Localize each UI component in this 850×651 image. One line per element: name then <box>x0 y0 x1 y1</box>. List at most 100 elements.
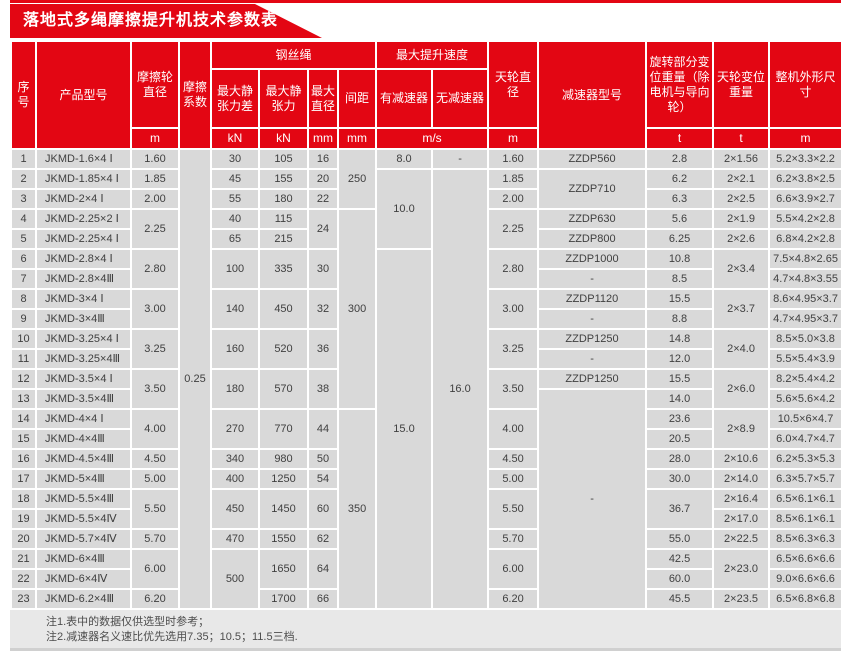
cell-seq: 2 <box>10 168 37 190</box>
table-cell: 62 <box>307 528 339 550</box>
cell-model: JKMD-6×4Ⅲ <box>35 548 132 570</box>
table-cell: 2×23.0 <box>712 548 771 590</box>
table-cell: 160 <box>210 328 260 370</box>
table-row: 13 JKMD-3.5×4Ⅲ -14.0 5.6×5.6×4.2 <box>10 388 844 610</box>
top-accent-line <box>10 0 841 3</box>
header-row-subcolumns: 最大静张力差 最大静张力 最大直径 间距 有减速器 无减速器 <box>11 68 842 129</box>
table-cell: 0.25 <box>178 148 212 610</box>
table-cell: 2×2.6 <box>712 228 771 250</box>
cell-model: JKMD-2.8×4 Ⅰ <box>35 248 132 270</box>
table-cell: 500 <box>210 548 260 610</box>
table-cell: 8.6×4.95×3.7 <box>768 288 844 310</box>
table-cell: 520 <box>258 328 309 370</box>
col-header-max-static-tension: 最大静张力 <box>258 68 309 129</box>
table-cell: 470 <box>210 528 260 550</box>
table-row: 17 JKMD-5×4Ⅲ 5.00 400 1250 54 5.00 30.0 2×14.0 6.… <box>10 468 844 490</box>
table-cell: 4.00 <box>130 408 180 450</box>
table-cell: 60.0 <box>645 568 715 590</box>
cell-model: JKMD-1.85×4 Ⅰ <box>35 168 132 190</box>
table-cell: 60 <box>307 488 339 530</box>
cell-seq: 9 <box>10 308 37 330</box>
table-row: 18 JKMD-5.5×4Ⅲ 5.50 450 1450 60 5.50 36.7 2×16.4… <box>10 488 844 530</box>
table-row: 4 JKMD-2.25×2 Ⅰ 2.25 40 115 24 300 2.25 ZZDP630 5… <box>10 208 844 410</box>
cell-seq: 3 <box>10 188 37 210</box>
table-cell: 54 <box>307 468 339 490</box>
cell-seq: 8 <box>10 288 37 310</box>
table-cell: 5.6×5.6×4.2 <box>768 388 844 410</box>
col-group-max-speed: 最大提升速度 <box>375 40 490 70</box>
table-cell: 2.25 <box>487 208 540 250</box>
col-header-without-reducer: 无减速器 <box>431 68 490 129</box>
table-cell: 180 <box>258 188 309 210</box>
table-cell: 2×8.9 <box>712 408 771 450</box>
table-cell: 10.0 <box>375 168 434 250</box>
table-cell: 5.5×4.2×2.8 <box>768 208 844 230</box>
unit-max-speed: m/s <box>375 127 490 150</box>
col-header-with-reducer: 有减速器 <box>375 68 434 129</box>
table-cell: 6.5×6.6×6.6 <box>768 548 844 570</box>
table-cell: 40 <box>210 208 260 230</box>
table-cell: 5.00 <box>487 468 540 490</box>
table-cell: 2×4.0 <box>712 328 771 370</box>
table-cell: 2×14.0 <box>712 468 771 490</box>
cell-seq: 6 <box>10 248 37 270</box>
table-cell: 20 <box>307 168 339 190</box>
cell-model: JKMD-2×4 Ⅰ <box>35 188 132 210</box>
footnotes: 注1.表中的数据仅供选型时参考； 注2.减速器名义速比优先选用7.35；10.5… <box>10 610 841 651</box>
table-cell: 3.00 <box>487 288 540 330</box>
cell-model: JKMD-3.25×4 Ⅰ <box>35 328 132 350</box>
cell-seq: 7 <box>10 268 37 290</box>
table-cell: 1550 <box>258 528 309 550</box>
table-cell: 270 <box>210 408 260 450</box>
table-cell: 16.0 <box>431 168 490 610</box>
table-cell: 3.00 <box>130 288 180 330</box>
col-header-max-static-tension-diff: 最大静张力差 <box>210 68 260 129</box>
header-row-groups: 序号 产品型号 摩擦轮直径 摩擦系数 钢丝绳 最大提升速度 天轮直径 减速器型号… <box>10 40 844 150</box>
col-header-rope-spacing: 间距 <box>336 68 378 129</box>
table-cell: 450 <box>258 288 309 330</box>
table-cell: 335 <box>258 248 309 290</box>
table-cell: 1450 <box>258 488 309 530</box>
table-cell: 1650 <box>258 548 309 590</box>
table-cell: 6.00 <box>130 548 180 590</box>
table-row: 14 JKMD-4×4 Ⅰ 4.00 270 770 44 350 4.00 23.6 2×8.9… <box>10 408 844 610</box>
table-cell: 2×2.5 <box>712 188 771 210</box>
cell-model: JKMD-5.5×4Ⅲ <box>35 488 132 510</box>
table-cell: 10.5×6×4.7 <box>768 408 844 430</box>
table-cell: 4.00 <box>487 408 540 450</box>
table-cell: 3.50 <box>130 368 180 410</box>
cell-seq: 13 <box>10 388 37 410</box>
table-row: 6 JKMD-2.8×4 Ⅰ 2.80 100 335 30 15.0 2.80 ZZDP100… <box>10 248 844 610</box>
table-cell: 450 <box>210 488 260 530</box>
table-cell: 6.3×5.7×5.7 <box>768 468 844 490</box>
table-cell: 6.20 <box>487 588 540 610</box>
table-row: 20 JKMD-5.7×4Ⅳ 5.70 470 1550 62 5.70 55.0 2×22.5… <box>10 528 844 550</box>
table-cell: 42.5 <box>645 548 715 570</box>
cell-model: JKMD-3.5×4 Ⅰ <box>35 368 132 390</box>
table-cell: 6.3 <box>645 188 715 210</box>
table-cell: ZZDP560 <box>537 148 648 170</box>
cell-model: JKMD-3×4 Ⅰ <box>35 288 132 310</box>
cell-model: JKMD-1.6×4 Ⅰ <box>35 148 132 170</box>
table-cell: 45 <box>210 168 260 190</box>
table-cell: 5.5×5.4×3.9 <box>768 348 844 370</box>
cell-seq: 17 <box>10 468 37 490</box>
table-cell: 8.5×6.3×6.3 <box>768 528 844 550</box>
table-cell: 15.5 <box>645 288 715 310</box>
table-cell: 155 <box>258 168 309 190</box>
table-cell: 5.70 <box>130 528 180 550</box>
table-cell: 8.2×5.4×4.2 <box>768 368 844 390</box>
table-row: 9 JKMD-3×4Ⅲ -8.8 4.7×4.95×3.7 <box>10 308 844 330</box>
cell-model: JKMD-3.25×4Ⅲ <box>35 348 132 370</box>
table-body: 1 JKMD-1.6×4 Ⅰ 1.60 0.25 30 105 16 250 8.0-1.60 Z… <box>10 148 844 610</box>
table-cell: 8.5×6.1×6.1 <box>768 508 844 530</box>
cell-model: JKMD-2.8×4Ⅲ <box>35 268 132 290</box>
table-row: 10 JKMD-3.25×4 Ⅰ 3.25 160 520 36 3.25 ZZDP1250 1… <box>10 328 844 370</box>
cell-model: JKMD-5.5×4Ⅳ <box>35 508 132 530</box>
table-cell: 350 <box>336 408 378 610</box>
table-cell: 66 <box>307 588 339 610</box>
cell-model: JKMD-3.5×4Ⅲ <box>35 388 132 410</box>
table-cell: 28.0 <box>645 448 715 470</box>
table-cell: 5.50 <box>130 488 180 530</box>
